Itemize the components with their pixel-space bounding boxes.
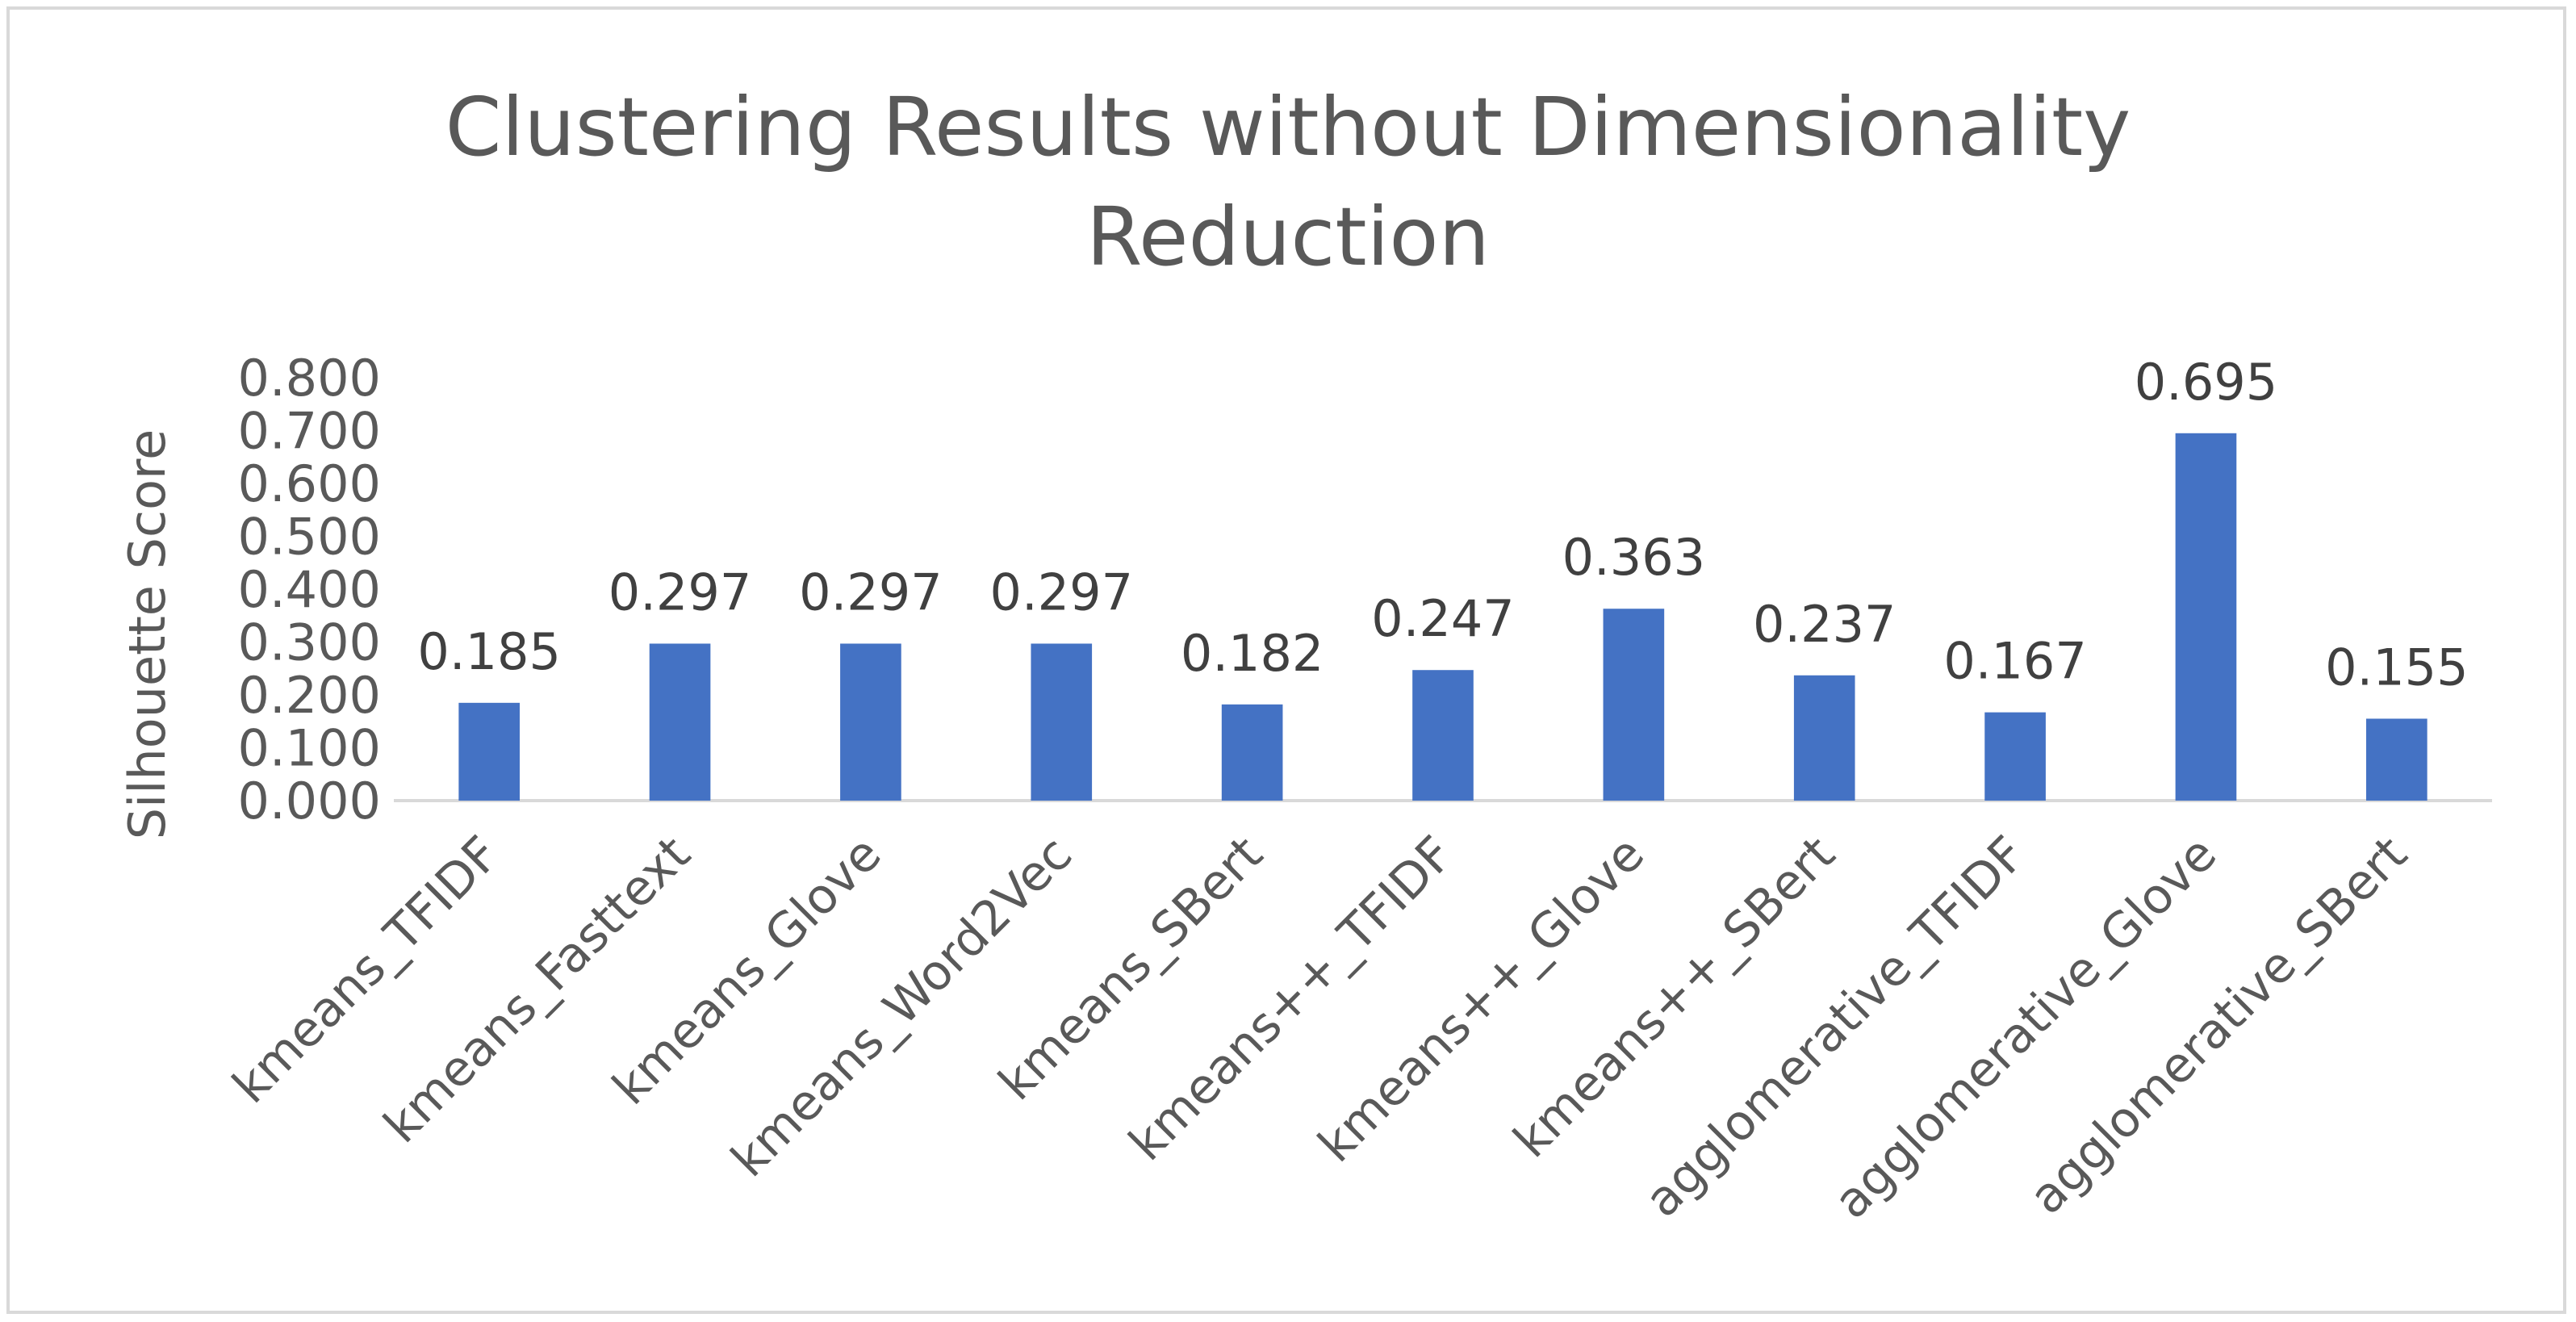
chart-title: Clustering Results without Dimensionalit… [0,73,2576,292]
bar [1603,609,1665,801]
x-tick-label: kmeans++_SBert [1503,826,1846,1169]
x-tick-label: kmeans++_TFIDF [1119,826,1465,1172]
x-tick-label: kmeans++_Glove [1307,826,1655,1173]
x-tick-label: agglomerative_TFIDF [1634,826,2037,1228]
bar [458,702,520,801]
data-label: 0.182 [1181,624,1324,683]
bar [1031,643,1093,801]
bar [1984,712,2046,801]
data-label: 0.297 [799,563,943,621]
x-axis-labels: kmeans_TFIDFkmeans_Fasttextkmeans_Glovek… [222,826,2418,1230]
bar [840,643,901,801]
x-tick-label: kmeans_Word2Vec [721,826,1083,1188]
data-label: 0.237 [1753,595,1896,654]
y-tick-label: 0.400 [238,560,382,619]
bar [1221,704,1283,801]
y-tick-label: 0.500 [238,508,382,567]
y-tick-label: 0.700 [238,402,382,461]
y-tick-label: 0.300 [238,613,382,672]
bar [2175,433,2237,801]
y-tick-label: 0.800 [238,349,382,408]
data-label: 0.297 [608,563,752,621]
data-label: 0.695 [2135,353,2278,412]
y-axis-ticks: 0.0000.1000.2000.3000.4000.5000.6000.700… [238,349,382,830]
data-label: 0.155 [2325,638,2469,697]
x-tick-label: agglomerative_SBert [2018,826,2418,1225]
data-label: 0.185 [417,622,561,681]
data-label: 0.167 [1943,632,2087,691]
data-label: 0.297 [990,563,1134,621]
y-tick-label: 0.000 [238,772,382,830]
data-labels: 0.185 0.297 0.297 0.297 0.182 0.247 0.363 0.237… [417,353,2468,697]
y-tick-label: 0.100 [238,719,382,778]
x-tick-label: agglomerative_Glove [1823,826,2227,1230]
data-label: 0.247 [1371,589,1515,648]
bar [649,643,711,801]
bar [1793,675,1855,801]
data-label: 0.363 [1562,528,1706,587]
y-tick-label: 0.200 [238,666,382,725]
chart-title-line-1: Clustering Results without Dimensionalit… [445,80,2131,174]
bar [1412,670,1474,801]
chart-title-line-2: Reduction [1086,190,1490,284]
chart-frame [6,6,2566,1314]
y-tick-label: 0.600 [238,454,382,513]
y-axis-title: Silhouette Score [118,429,177,840]
bars [458,433,2428,801]
bar [2366,718,2428,801]
